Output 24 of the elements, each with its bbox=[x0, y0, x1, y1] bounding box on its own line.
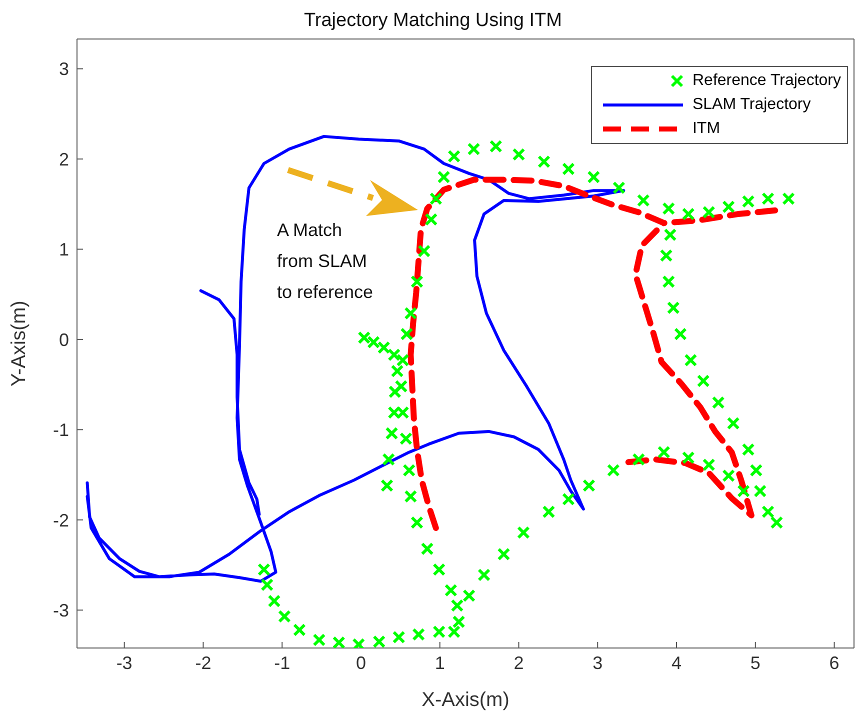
legend-label: ITM bbox=[692, 120, 720, 138]
y-tick-label: 3 bbox=[58, 59, 69, 80]
x-tick-label: -1 bbox=[274, 652, 290, 673]
y-tick-label: 2 bbox=[58, 149, 69, 170]
x-tick-label: -2 bbox=[195, 652, 212, 673]
y-axis-title: Y-Axis(m) bbox=[8, 300, 30, 386]
x-tick-label: 2 bbox=[514, 652, 524, 673]
y-tick-label: 1 bbox=[58, 240, 69, 260]
y-tick-label: 0 bbox=[58, 330, 69, 350]
x-tick-label: 4 bbox=[672, 652, 682, 673]
x-tick-label: 3 bbox=[592, 652, 603, 673]
x-tick-label: -3 bbox=[116, 652, 132, 673]
x-tick-label: 5 bbox=[750, 652, 760, 673]
x-tick-label: 6 bbox=[829, 652, 840, 673]
y-tick-label: -1 bbox=[52, 420, 69, 440]
annotation: A Match from SLAM to reference bbox=[277, 219, 374, 304]
legend-label: Reference Trajectory bbox=[692, 72, 841, 90]
x-tick-label: 1 bbox=[434, 652, 445, 673]
chart-title: Trajectory Matching Using ITM bbox=[303, 10, 563, 32]
y-tick-label: -2 bbox=[52, 510, 69, 530]
y-tick-label: -3 bbox=[52, 600, 69, 620]
x-tick-label: 0 bbox=[356, 652, 366, 673]
x-axis-title: X-Axis(m) bbox=[422, 689, 510, 711]
legend-label: SLAM Trajectory bbox=[692, 96, 811, 114]
